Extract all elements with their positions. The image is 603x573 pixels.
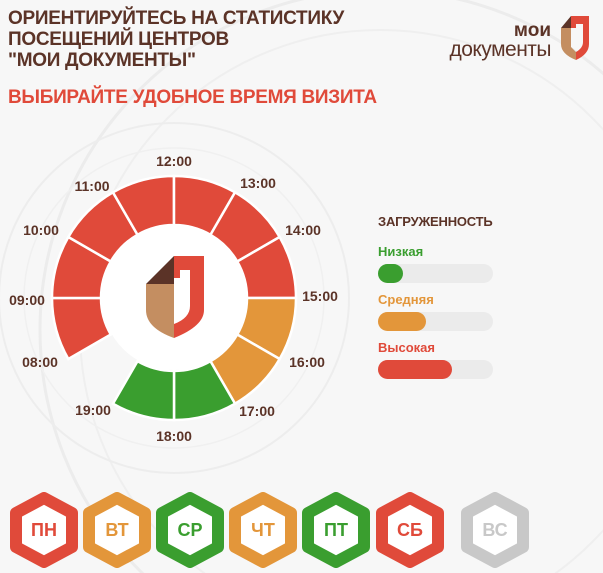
hexagon-icon [302,492,370,568]
legend-title: ЗАГРУЖЕННОСТЬ [378,214,493,229]
hour-label-1600: 16:00 [289,354,325,370]
hourly-load-ring [50,174,298,422]
hour-label-1500: 15:00 [302,288,338,304]
hour-label-1300: 13:00 [240,175,276,191]
title-line-2: ПОСЕЩЕНИЙ ЦЕНТРОВ [8,29,229,50]
hour-label-1100: 11:00 [74,178,110,194]
day-label: ВС [482,520,508,540]
logo-text-line2: документы [449,38,551,61]
title-line-3: "МОИ ДОКУМЕНТЫ" [8,50,196,71]
day-button-2[interactable]: ВТ [81,492,153,568]
hour-segment-1800 [111,359,176,422]
hourly-load-chart [0,140,360,455]
day-label: ВТ [105,520,129,540]
title-line-1: ОРИЕНТИРУЙТЕСЬ НА СТАТИСТИКУ [8,8,345,29]
hour-label-0800: 08:00 [22,354,58,370]
page-subtitle: ВЫБИРАЙТЕ УДОБНОЕ ВРЕМЯ ВИЗИТА [8,87,377,108]
day-button-1[interactable]: ПН [8,492,80,568]
day-label: ПН [31,520,57,540]
hexagon-icon [83,492,151,568]
legend-label-high: Высокая [378,340,435,355]
logo-text-line1: мои [513,20,551,41]
hexagon-icon [10,492,78,568]
day-button-6[interactable]: СБ [374,492,446,568]
legend-bar-fill-medium [378,312,427,331]
hexagon-icon [461,492,529,568]
hour-segment-0800 [50,296,113,361]
day-button-3[interactable]: СР [154,492,226,568]
legend-label-low: Низкая [378,244,424,259]
hexagon-icon [376,492,444,568]
day-button-4[interactable]: ЧТ [227,492,299,568]
legend-item-medium: Средняя [378,292,494,331]
day-label: СБ [397,520,423,540]
hour-label-1000: 10:00 [23,222,59,238]
legend-bar-low [378,264,493,283]
load-legend: ЗАГРУЖЕННОСТЬ Низкая Средняя Высокая [378,214,498,379]
logo-shield-icon [561,16,589,60]
legend-bar-medium [378,312,493,331]
legend-bar-fill-high [378,360,452,379]
legend-item-high: Высокая [378,340,494,379]
day-label: СР [177,520,203,540]
hour-label-1200: 12:00 [156,153,192,169]
day-label: ЧТ [251,520,275,540]
hour-label-1900: 19:00 [75,402,111,418]
day-button-7[interactable]: ВС [459,492,531,568]
hour-label-0900: 09:00 [9,292,45,308]
legend-bar-high [378,360,493,379]
day-label: ПТ [324,520,348,540]
day-button-5[interactable]: ПТ [300,492,372,568]
hour-label-1700: 17:00 [239,403,275,419]
hexagon-icon [156,492,224,568]
hexagon-icon [229,492,297,568]
legend-item-low: Низкая [378,244,494,283]
center-logo-icon [146,256,204,338]
page-title: ОРИЕНТИРУЙТЕСЬ НА СТАТИСТИКУ ПОСЕЩЕНИЙ Ц… [8,8,344,71]
moi-dokumenty-logo: мои документы [433,14,593,66]
legend-label-medium: Средняя [378,292,434,307]
hour-label-1800: 18:00 [156,428,192,444]
legend-bar-fill-low [378,264,404,283]
hour-label-1400: 14:00 [285,222,321,238]
